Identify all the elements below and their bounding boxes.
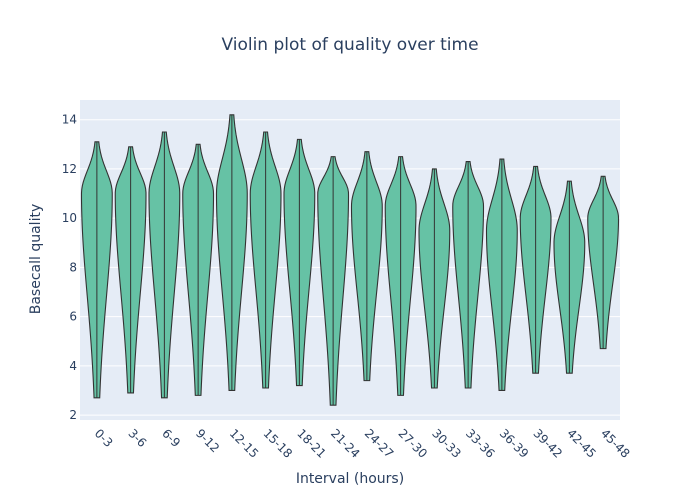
y-tick-label: 2 bbox=[69, 408, 77, 422]
x-tick-label: 18-21 bbox=[294, 426, 329, 461]
x-tick-label: 15-18 bbox=[261, 426, 296, 461]
x-tick-label: 3-6 bbox=[126, 426, 150, 450]
x-tick-label: 9-12 bbox=[193, 426, 222, 455]
x-tick-label: 21-24 bbox=[328, 426, 363, 461]
violin-layer bbox=[80, 114, 620, 406]
y-tick-label: 12 bbox=[62, 162, 77, 176]
x-tick-label: 6-9 bbox=[159, 426, 183, 450]
y-tick-label: 6 bbox=[69, 310, 77, 324]
y-tick-label: 10 bbox=[62, 211, 77, 225]
x-tick-label: 0-3 bbox=[92, 426, 116, 450]
x-tick-label: 24-27 bbox=[362, 426, 397, 461]
x-axis-title: Interval (hours) bbox=[296, 471, 404, 487]
x-tick-label: 33-36 bbox=[463, 426, 498, 461]
x-tick-label: 12-15 bbox=[227, 426, 262, 461]
y-tick-label: 8 bbox=[69, 260, 77, 274]
x-tick-label: 27-30 bbox=[396, 426, 431, 461]
x-tick-label: 42-45 bbox=[564, 426, 599, 461]
chart-title: Violin plot of quality over time bbox=[221, 35, 478, 55]
x-tick-label: 39-42 bbox=[531, 426, 566, 461]
x-tick-label: 45-48 bbox=[598, 426, 633, 461]
y-tick-label: 4 bbox=[69, 359, 77, 373]
y-tick-label: 14 bbox=[62, 113, 77, 127]
y-tick-layer: 2 4 6 8 10 12 14 bbox=[62, 113, 77, 422]
x-tick-label: 30-33 bbox=[429, 426, 464, 461]
x-tick-label: 36-39 bbox=[497, 426, 532, 461]
y-axis-title: Basecall quality bbox=[28, 204, 44, 315]
x-tick-layer: 0-3 3-6 6-9 9-12 12-15 15-18 18-21 21-24 24-27 27… bbox=[92, 426, 633, 461]
